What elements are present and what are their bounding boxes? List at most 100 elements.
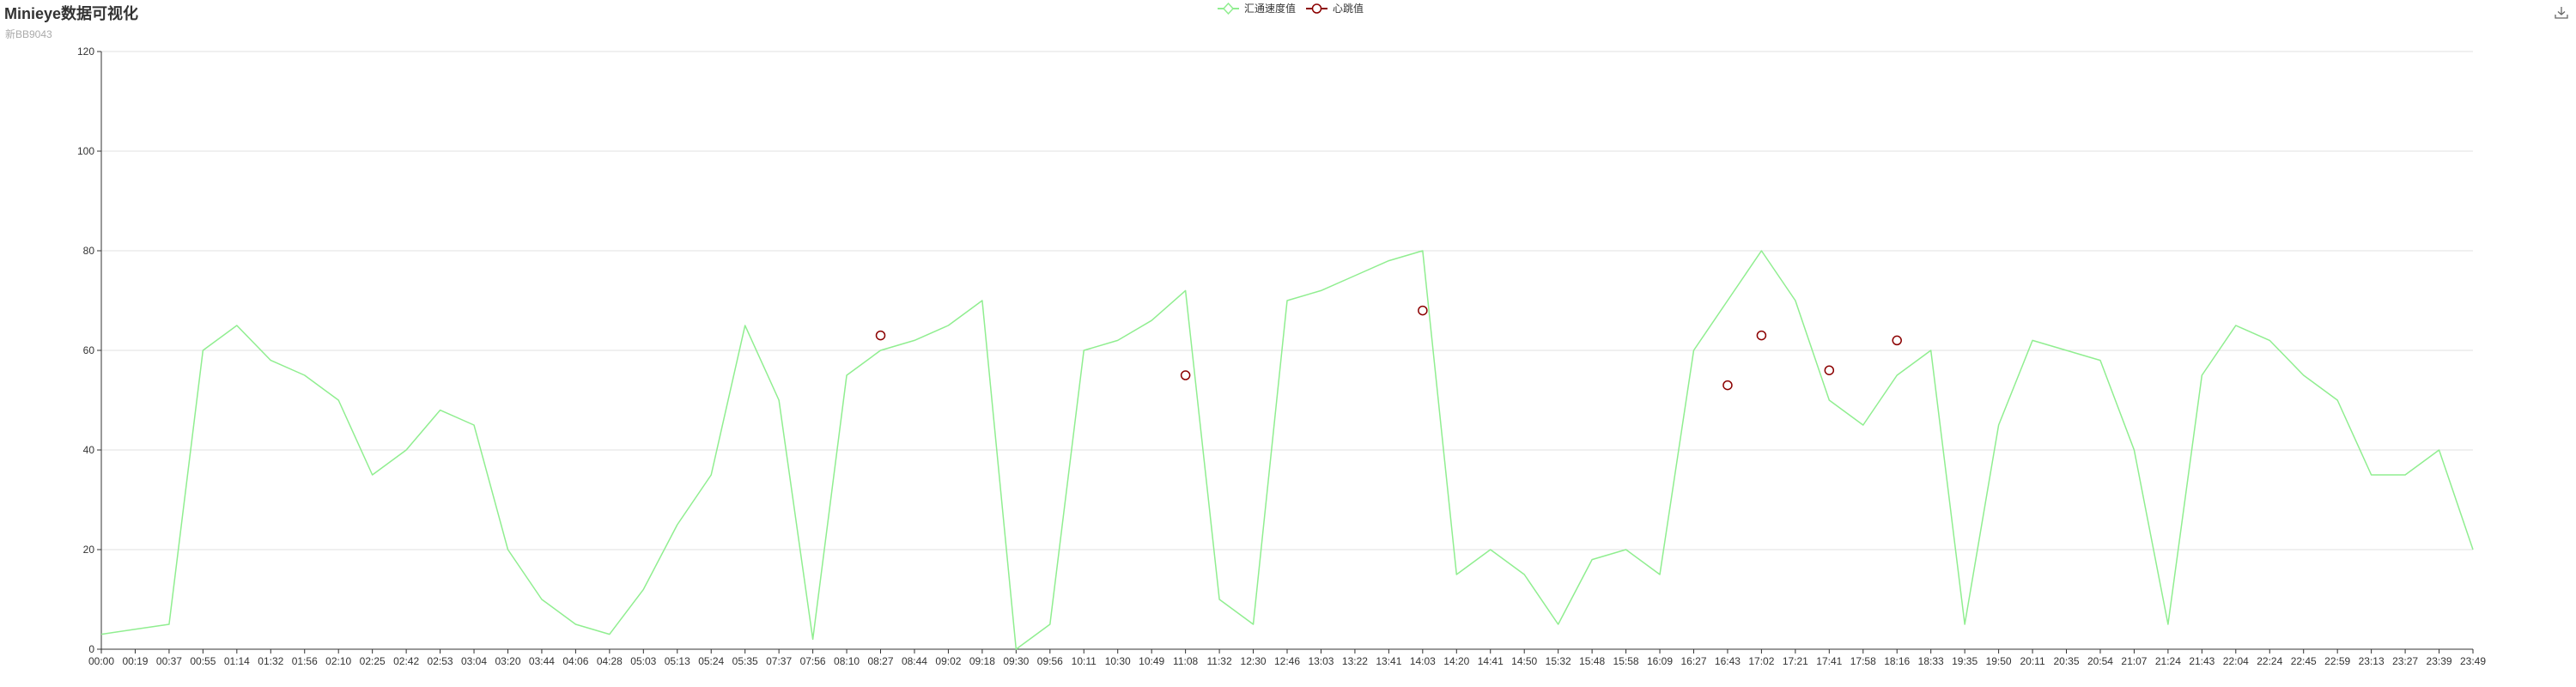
x-tick-label: 16:09	[1647, 655, 1673, 667]
x-tick-label: 19:50	[1986, 655, 2012, 667]
legend-circle-icon	[1306, 3, 1328, 14]
x-tick-label: 00:00	[88, 655, 114, 667]
x-tick-label: 22:24	[2257, 655, 2282, 667]
download-icon[interactable]	[2554, 5, 2569, 21]
x-tick-label: 00:19	[122, 655, 148, 667]
x-tick-label: 02:10	[325, 655, 351, 667]
x-tick-label: 20:54	[2087, 655, 2113, 667]
legend-label-heartbeat: 心跳值	[1333, 3, 1364, 15]
x-tick-label: 21:24	[2155, 655, 2181, 667]
x-tick-label: 08:27	[867, 655, 893, 667]
x-tick-label: 17:21	[1783, 655, 1808, 667]
y-tick-label: 120	[77, 46, 94, 58]
x-tick-label: 16:27	[1680, 655, 1706, 667]
y-axis: 0 20 40 60 80 100 120	[77, 46, 102, 655]
x-tick-label: 23:49	[2460, 655, 2486, 667]
x-tick-label: 17:02	[1748, 655, 1774, 667]
chart-subtitle: 新BB9043	[5, 28, 52, 40]
x-tick-label: 05:03	[630, 655, 656, 667]
x-tick-label: 23:39	[2427, 655, 2452, 667]
x-tick-label: 05:24	[698, 655, 724, 667]
x-tick-label: 01:14	[224, 655, 250, 667]
heartbeat-point	[1722, 380, 1733, 391]
grid-lines	[101, 51, 2473, 650]
y-tick-label: 80	[83, 245, 95, 257]
x-tick-label: 16:43	[1715, 655, 1741, 667]
x-tick-label: 14:50	[1511, 655, 1537, 667]
x-tick-label: 15:58	[1613, 655, 1639, 667]
speed-series	[100, 250, 2474, 650]
x-tick-label: 15:48	[1579, 655, 1605, 667]
x-tick-label: 02:25	[360, 655, 386, 667]
x-tick-label: 04:06	[562, 655, 588, 667]
legend-label-speed: 汇通速度值	[1244, 3, 1297, 15]
x-tick-label: 18:16	[1884, 655, 1910, 667]
x-tick-label: 03:20	[495, 655, 520, 667]
x-tick-label: 10:11	[1072, 655, 1097, 667]
legend-diamond-icon	[1218, 2, 1239, 15]
x-tick-label: 11:32	[1207, 655, 1232, 667]
x-tick-label: 05:13	[665, 655, 690, 667]
x-tick-label: 21:07	[2121, 655, 2147, 667]
x-tick-label: 09:30	[1003, 655, 1029, 667]
x-tick-label: 01:56	[292, 655, 318, 667]
x-tick-label: 14:03	[1410, 655, 1436, 667]
x-tick-label: 09:02	[935, 655, 961, 667]
x-tick-label: 03:44	[529, 655, 555, 667]
heartbeat-point	[1180, 370, 1191, 380]
legend: 汇通速度值 心跳值	[1218, 1, 1364, 15]
x-tick-label: 08:10	[834, 655, 860, 667]
x-tick-label: 07:56	[800, 655, 826, 667]
x-tick-label: 20:35	[2053, 655, 2079, 667]
x-tick-label: 12:30	[1241, 655, 1267, 667]
x-tick-label: 02:53	[428, 655, 453, 667]
x-tick-label: 12:46	[1274, 655, 1300, 667]
x-tick-label: 13:03	[1308, 655, 1334, 667]
x-tick-label: 10:49	[1139, 655, 1164, 667]
x-tick-label: 21:43	[2189, 655, 2215, 667]
x-tick-label: 23:27	[2392, 655, 2418, 667]
x-tick-label: 23:13	[2359, 655, 2385, 667]
x-tick-label: 22:59	[2324, 655, 2350, 667]
heartbeat-point	[1892, 335, 1902, 346]
x-tick-label: 03:04	[461, 655, 487, 667]
legend-item-speed[interactable]: 汇通速度值	[1218, 1, 1296, 15]
x-tick-label: 00:55	[190, 655, 216, 667]
chart-title: Minieye数据可视化	[4, 5, 139, 22]
x-tick-label: 13:22	[1342, 655, 1368, 667]
x-axis: 00:00 00:19 00:37 00:55 01:14 01:32 01:56 02:10…	[88, 648, 2486, 667]
y-tick-label: 20	[83, 544, 95, 556]
x-tick-label: 04:28	[597, 655, 623, 667]
x-tick-label: 02:42	[393, 655, 419, 667]
x-tick-label: 08:44	[902, 655, 927, 667]
y-tick-label: 40	[83, 444, 95, 456]
x-tick-label: 11:08	[1173, 655, 1198, 667]
x-tick-label: 09:18	[969, 655, 995, 667]
x-tick-label: 13:41	[1376, 655, 1401, 667]
x-tick-label: 22:45	[2291, 655, 2317, 667]
x-tick-label: 01:32	[258, 655, 283, 667]
x-tick-label: 05:35	[732, 655, 758, 667]
x-tick-label: 00:37	[156, 655, 182, 667]
x-tick-label: 09:56	[1037, 655, 1063, 667]
legend-item-heartbeat[interactable]: 心跳值	[1306, 1, 1364, 15]
x-tick-label: 19:35	[1952, 655, 1978, 667]
x-tick-label: 17:58	[1850, 655, 1876, 667]
heartbeat-point	[1418, 305, 1428, 316]
heartbeat-point	[1824, 365, 1835, 375]
y-tick-label: 60	[83, 344, 95, 356]
x-tick-label: 17:41	[1816, 655, 1842, 667]
y-tick-label: 0	[88, 643, 94, 655]
x-tick-label: 22:04	[2223, 655, 2249, 667]
speed-series-line	[100, 250, 2474, 650]
heartbeat-point	[875, 330, 886, 341]
x-tick-label: 14:20	[1443, 655, 1469, 667]
x-tick-label: 07:37	[766, 655, 792, 667]
heartbeat-point	[1756, 330, 1767, 341]
x-tick-label: 14:41	[1478, 655, 1504, 667]
heartbeat-series	[875, 305, 1902, 391]
x-tick-label: 10:30	[1105, 655, 1131, 667]
x-tick-label: 18:33	[1918, 655, 1944, 667]
x-tick-label: 20:11	[2020, 655, 2044, 667]
